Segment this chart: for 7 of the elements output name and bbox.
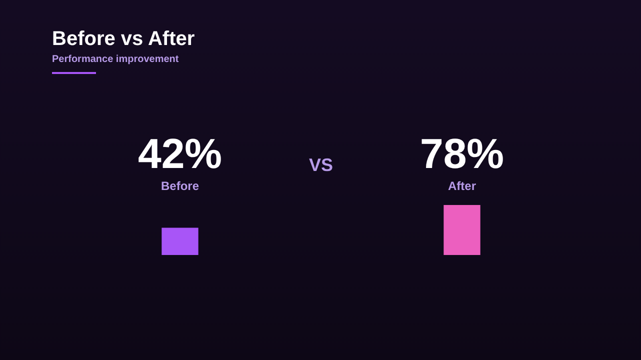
x-tick-label: Before	[160, 179, 200, 193]
data-label: 42%	[138, 130, 222, 177]
text: VS	[308, 154, 334, 175]
chart-subtitle: Performance improvement	[52, 54, 179, 65]
data-label: 78%	[420, 130, 504, 177]
x-tick-label: After	[448, 179, 476, 193]
chart-title: Before vs After	[52, 28, 195, 51]
